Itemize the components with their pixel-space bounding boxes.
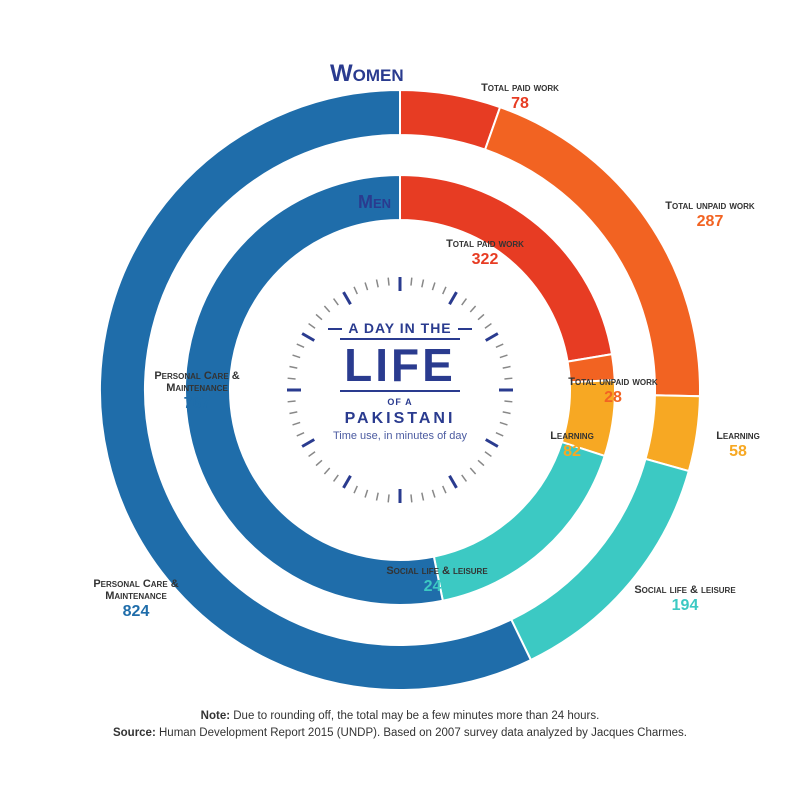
men-social-label-text: Social life & leisure — [386, 565, 487, 577]
clock-tick — [503, 367, 511, 369]
men-unpaid-label-text: Total unpaid work — [568, 376, 657, 388]
men-ring-title: Men — [358, 192, 391, 213]
clock-tick — [411, 278, 412, 286]
men-unpaid-value: 28 — [568, 389, 658, 407]
source-text: Human Development Report 2015 (UNDP). Ba… — [159, 727, 687, 739]
clock-tick — [365, 283, 367, 291]
men-care-label-text: Personal Care & Maintenance — [154, 370, 239, 394]
clock-tick — [289, 367, 297, 369]
clock-tick — [443, 287, 446, 294]
men-paid-label-text: Total paid work — [446, 238, 524, 250]
clock-tick — [316, 460, 322, 465]
clock-tick — [478, 460, 484, 465]
women-learn-value: 58 — [688, 443, 788, 461]
clock-tick — [288, 401, 296, 402]
clock-tick — [503, 412, 511, 414]
infographic-container: Women Men A DAY IN THE LIFE OF A PAKISTA… — [0, 0, 800, 800]
men-learn-label: Learning82 — [527, 430, 617, 461]
men-unpaid-label: Total unpaid work28 — [568, 376, 658, 407]
men-social-value: 243 — [377, 578, 497, 596]
women-care-label: Personal Care & Maintenance824 — [66, 578, 206, 621]
clock-tick — [432, 490, 434, 498]
clock-tick — [334, 299, 339, 305]
clock-tick — [432, 283, 434, 291]
men-care-label: Personal Care & Maintenance767 — [132, 370, 262, 413]
center-title: A DAY IN THE LIFE OF A PAKISTANI Time us… — [300, 320, 500, 443]
clock-tick — [324, 468, 329, 474]
clock-tick — [344, 292, 351, 304]
men-learn-label-text: Learning — [550, 430, 594, 442]
source-label: Source: — [113, 727, 156, 739]
note-label: Note: — [201, 710, 230, 722]
clock-tick — [293, 355, 301, 357]
women-social-value: 194 — [620, 597, 750, 615]
clock-tick — [422, 493, 424, 501]
clock-tick — [288, 378, 296, 379]
women-unpaid-label: Total unpaid work287 — [650, 200, 770, 231]
clock-tick — [422, 279, 424, 287]
women-unpaid-value: 287 — [650, 213, 770, 231]
clock-tick — [443, 486, 446, 493]
clock-tick — [450, 476, 457, 488]
clock-tick — [411, 494, 412, 502]
center-life: LIFE — [340, 338, 460, 392]
clock-tick — [485, 452, 491, 457]
clock-tick — [293, 422, 301, 424]
clock-tick — [470, 306, 475, 312]
clock-tick — [388, 494, 389, 502]
clock-tick — [377, 493, 379, 501]
women-ring-title: Women — [330, 60, 404, 88]
women-learn-label: Learning58 — [688, 430, 788, 461]
center-sub: Time use, in minutes of day — [300, 430, 500, 443]
women-paid-label: Total paid work78 — [450, 82, 590, 113]
center-ofa: OF A — [387, 397, 412, 407]
clock-tick — [324, 306, 329, 312]
center-pak: PAKISTANI — [345, 410, 456, 427]
women-care-label-text: Personal Care & Maintenance — [93, 578, 178, 602]
women-learn-label-text: Learning — [716, 430, 760, 442]
clock-tick — [377, 279, 379, 287]
clock-tick — [354, 486, 357, 493]
clock-tick — [316, 314, 322, 319]
footer-text: Note: Due to rounding off, the total may… — [0, 708, 800, 743]
women-paid-value: 78 — [450, 95, 590, 113]
clock-tick — [462, 475, 467, 481]
clock-tick — [388, 278, 389, 286]
center-line1: A DAY IN THE — [322, 320, 477, 336]
clock-tick — [462, 299, 467, 305]
clock-tick — [289, 412, 297, 414]
clock-tick — [309, 452, 315, 457]
men-paid-label: Total paid work322 — [430, 238, 540, 269]
clock-tick — [470, 468, 475, 474]
men-paid-value: 322 — [430, 251, 540, 269]
women-social-label-text: Social life & leisure — [634, 584, 735, 596]
men-learn-value: 82 — [527, 443, 617, 461]
clock-tick — [334, 475, 339, 481]
men-social-label: Social life & leisure243 — [377, 565, 497, 596]
clock-tick — [500, 355, 508, 357]
women-care-value: 824 — [66, 603, 206, 621]
women-paid-label-text: Total paid work — [481, 82, 559, 94]
men-care-value: 767 — [132, 395, 262, 413]
clock-tick — [450, 292, 457, 304]
clock-tick — [504, 401, 512, 402]
clock-tick — [354, 287, 357, 294]
women-social-label: Social life & leisure194 — [620, 584, 750, 615]
clock-tick — [478, 314, 484, 319]
clock-tick — [344, 476, 351, 488]
clock-tick — [504, 378, 512, 379]
clock-tick — [500, 422, 508, 424]
women-unpaid-label-text: Total unpaid work — [665, 200, 754, 212]
note-text: Due to rounding off, the total may be a … — [233, 710, 599, 722]
clock-tick — [365, 490, 367, 498]
